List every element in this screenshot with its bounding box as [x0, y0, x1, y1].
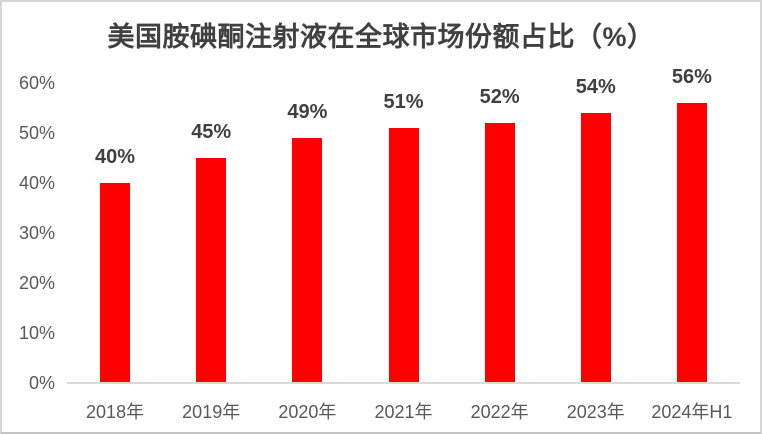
data-label: 56% [671, 66, 712, 88]
y-tick-label: 0% [28, 373, 55, 393]
bar-2023年 [580, 113, 611, 383]
x-tick-label: 2020年 [278, 402, 337, 422]
data-label: 54% [575, 76, 616, 98]
y-tick-label: 30% [18, 223, 55, 243]
bar-2020年 [292, 138, 323, 383]
y-tick-label: 20% [18, 273, 55, 293]
x-tick-label: 2021年 [374, 402, 433, 422]
x-tick-label: 2022年 [470, 402, 529, 422]
y-tick-label: 50% [18, 123, 55, 143]
data-label: 45% [191, 121, 232, 143]
bar-2024年H1 [676, 103, 707, 383]
bar-2021年 [388, 128, 419, 383]
data-label: 49% [287, 101, 328, 123]
bar-2022年 [484, 123, 515, 383]
x-tick-label: 2019年 [182, 402, 241, 422]
bar-2019年 [196, 158, 227, 383]
x-tick-label: 2024年H1 [651, 402, 733, 422]
x-tick-label: 2018年 [86, 402, 145, 422]
x-axis-line [67, 382, 740, 384]
data-label: 52% [479, 86, 520, 108]
data-label: 40% [95, 146, 136, 168]
data-label: 51% [383, 91, 424, 113]
y-tick-label: 40% [18, 173, 55, 193]
x-tick-label: 2023年 [566, 402, 625, 422]
y-tick-label: 10% [18, 323, 55, 343]
bar-2018年 [100, 183, 131, 383]
chart-title: 美国胺碘酮注射液在全球市场份额占比（%） [107, 22, 655, 52]
y-tick-label: 60% [18, 73, 55, 93]
